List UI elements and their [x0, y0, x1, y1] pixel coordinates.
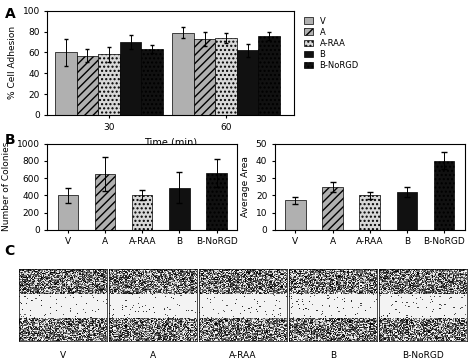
- X-axis label: Time (min): Time (min): [144, 137, 197, 147]
- Y-axis label: Number of Colonies: Number of Colonies: [2, 142, 11, 231]
- Text: A: A: [150, 351, 156, 359]
- Text: C: C: [5, 244, 15, 258]
- Bar: [258, 36, 280, 115]
- Bar: [77, 56, 98, 115]
- Bar: [141, 49, 163, 115]
- Text: V: V: [60, 351, 66, 359]
- Bar: [194, 39, 215, 115]
- Text: A-RAA: A-RAA: [229, 351, 257, 359]
- Bar: [285, 200, 306, 230]
- Bar: [55, 52, 77, 115]
- Bar: [322, 187, 343, 230]
- Legend: V, A, A-RAA, B, B-NoRGD: V, A, A-RAA, B, B-NoRGD: [303, 15, 360, 71]
- Bar: [132, 195, 153, 230]
- Bar: [359, 195, 380, 230]
- Bar: [95, 174, 115, 230]
- Bar: [434, 161, 454, 230]
- Bar: [169, 187, 190, 230]
- Bar: [58, 195, 78, 230]
- Text: B: B: [330, 351, 336, 359]
- Bar: [172, 33, 194, 115]
- Bar: [397, 192, 417, 230]
- Bar: [98, 55, 120, 115]
- Text: B: B: [5, 133, 15, 147]
- Text: B-NoRGD: B-NoRGD: [402, 351, 444, 359]
- Text: A: A: [5, 7, 16, 21]
- Bar: [237, 50, 258, 115]
- Bar: [120, 42, 141, 115]
- Bar: [206, 173, 227, 230]
- Y-axis label: % Cell Adhesion: % Cell Adhesion: [8, 26, 17, 99]
- Bar: [215, 38, 237, 115]
- Y-axis label: Average Area: Average Area: [241, 156, 250, 217]
